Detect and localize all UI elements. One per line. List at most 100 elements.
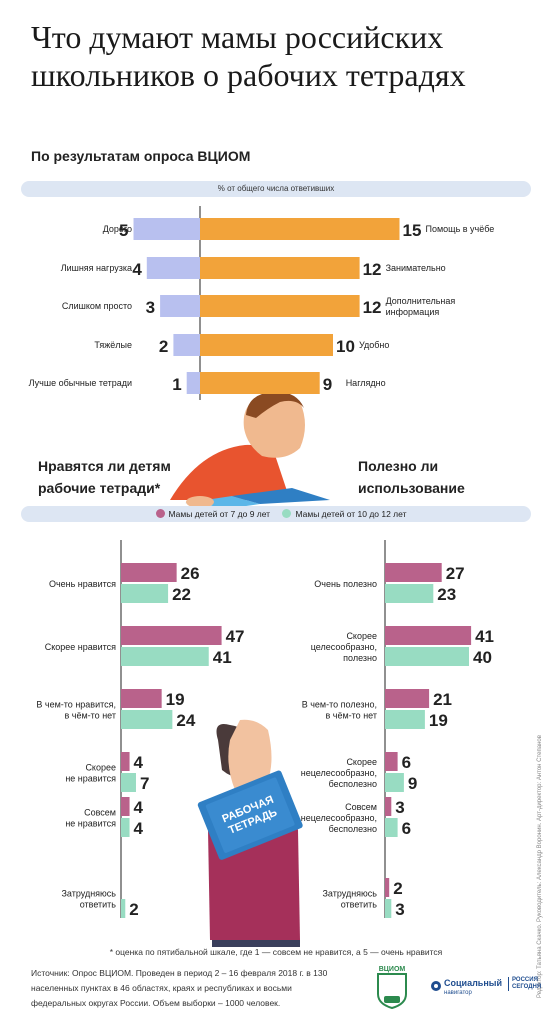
like-label-3: Скорее не нравится xyxy=(65,763,116,784)
useful-value-s1-2: 19 xyxy=(429,711,448,730)
russia-today-logo: РОССИЯ СЕГОДНЯ xyxy=(508,977,541,991)
value-minus-4: 1 xyxy=(172,375,181,394)
label-minus-1: Лишняя нагрузка xyxy=(61,263,132,273)
top-chart-band xyxy=(21,181,531,197)
useful-bar-s1-3 xyxy=(385,773,404,792)
useful-value-s1-3: 9 xyxy=(408,774,417,793)
like-bar-s1-0 xyxy=(121,584,169,603)
bar-minus-0 xyxy=(133,218,200,240)
useful-value-s1-1: 40 xyxy=(473,648,492,667)
value-minus-2: 3 xyxy=(146,298,155,317)
legend-label-7-9: Мамы детей от 7 до 9 лет xyxy=(168,509,271,519)
bar-plus-0 xyxy=(200,218,400,240)
like-value-s1-0: 22 xyxy=(172,585,191,604)
useful-bar-s0-0 xyxy=(385,563,442,582)
useful-label-4: Совсем нецелесообразно, бесполезно xyxy=(301,802,377,834)
page-title: Что думают мамы российских школьников о … xyxy=(31,19,466,93)
useful-bar-s0-3 xyxy=(385,752,398,771)
legend: Мамы детей от 7 до 9 лет Мамы детей от 1… xyxy=(21,509,531,519)
useful-bar-s1-5 xyxy=(385,899,392,918)
useful-bar-s1-4 xyxy=(385,818,398,837)
label-minus-0: Дорого xyxy=(103,224,132,234)
value-minus-1: 4 xyxy=(132,260,142,279)
like-bar-s1-3 xyxy=(121,773,136,792)
useful-value-s1-0: 23 xyxy=(437,585,456,604)
value-minus-3: 2 xyxy=(159,337,168,356)
like-chart-title: Нравятся ли детям рабочие тетради* xyxy=(38,458,171,496)
like-bar-s1-1 xyxy=(121,647,209,666)
girl-illustration: РАБОЧАЯ ТЕТРАДЬ xyxy=(197,719,303,947)
bar-plus-1 xyxy=(200,257,360,279)
useful-value-s0-1: 41 xyxy=(475,627,494,646)
useful-value-s0-2: 21 xyxy=(433,690,452,709)
useful-label-5: Затрудняюсь ответить xyxy=(322,889,377,910)
like-bar-s0-1 xyxy=(121,626,222,645)
bar-minus-3 xyxy=(173,334,200,356)
bar-minus-1 xyxy=(146,257,200,279)
like-value-s1-5: 2 xyxy=(129,900,138,919)
bar-plus-2 xyxy=(200,295,360,317)
useful-value-s0-3: 6 xyxy=(402,753,411,772)
source-note: Источник: Опрос ВЦИОМ. Проведен в период… xyxy=(31,968,328,1008)
value-minus-0: 5 xyxy=(119,221,128,240)
useful-bar-s1-2 xyxy=(385,710,425,729)
like-bar-s1-2 xyxy=(121,710,173,729)
legend-label-10-12: Мамы детей от 10 до 12 лет xyxy=(295,509,407,519)
like-bar-s1-5 xyxy=(121,899,126,918)
like-value-s1-4: 4 xyxy=(134,819,144,838)
useful-label-1: Скорее целесообразно, полезно xyxy=(311,631,377,663)
value-plus-2: 12 xyxy=(363,298,382,317)
useful-bar-s1-1 xyxy=(385,647,469,666)
like-value-s0-2: 19 xyxy=(166,690,185,709)
label-plus-4: Наглядно xyxy=(346,378,386,388)
boy-illustration xyxy=(170,391,330,508)
label-plus-2: Дополнительная информация xyxy=(386,296,456,317)
label-plus-0: Помощь в учёбе xyxy=(426,224,495,234)
label-plus-3: Удобно xyxy=(359,340,389,350)
useful-value-s0-4: 3 xyxy=(395,798,404,817)
like-bar-s0-2 xyxy=(121,689,162,708)
like-bar-s0-4 xyxy=(121,797,130,816)
label-minus-3: Тяжёлые xyxy=(94,340,132,350)
legend-swatch-10-12 xyxy=(282,509,292,518)
credits: Редактор: Татьяна Скачко. Руководитель: … xyxy=(537,735,543,998)
useful-bar-s0-5 xyxy=(385,878,390,897)
social-navigator-logo: Социальный навигатор xyxy=(444,978,502,996)
like-value-s0-0: 26 xyxy=(181,564,200,583)
like-label-2: В чем-то нравится, в чём-то нет xyxy=(36,700,116,721)
like-bar-s0-3 xyxy=(121,752,130,771)
bar-plus-4 xyxy=(200,372,320,394)
vciom-logo-text: ВЦИОМ 30 лет xyxy=(378,966,406,993)
like-label-5: Затрудняюсь ответить xyxy=(61,889,116,910)
useful-label-3: Скорее нецелесообразно, бесполезно xyxy=(301,757,377,789)
bar-minus-2 xyxy=(160,295,200,317)
useful-bar-s0-1 xyxy=(385,626,472,645)
value-plus-4: 9 xyxy=(323,375,332,394)
label-plus-1: Занимательно xyxy=(386,263,446,273)
legend-band xyxy=(21,506,531,522)
useful-value-s0-0: 27 xyxy=(446,564,465,583)
like-label-1: Скорее нравится xyxy=(45,642,116,652)
bar-minus-4 xyxy=(186,372,200,394)
like-value-s0-1: 47 xyxy=(226,627,245,646)
useful-bar-s0-4 xyxy=(385,797,392,816)
useful-value-s1-5: 3 xyxy=(395,900,404,919)
bar-plus-3 xyxy=(200,334,333,356)
like-bar-s1-4 xyxy=(121,818,130,837)
like-value-s1-1: 41 xyxy=(213,648,232,667)
like-label-4: Совсем не нравится xyxy=(65,808,116,829)
useful-value-s0-5: 2 xyxy=(393,879,402,898)
page-subtitle: По результатам опроса ВЦИОМ xyxy=(31,148,251,164)
social-navigator-icon xyxy=(431,981,441,991)
like-value-s1-2: 24 xyxy=(176,711,195,730)
like-value-s1-3: 7 xyxy=(140,774,149,793)
useful-chart-title: Полезно ли использование xyxy=(358,458,465,496)
label-minus-2: Слишком просто xyxy=(62,301,132,311)
value-plus-1: 12 xyxy=(363,260,382,279)
like-value-s0-4: 4 xyxy=(134,798,144,817)
legend-swatch-7-9 xyxy=(155,509,165,518)
useful-bar-s1-0 xyxy=(385,584,434,603)
useful-label-0: Очень полезно xyxy=(314,579,377,589)
vciom-logo xyxy=(377,973,407,1010)
